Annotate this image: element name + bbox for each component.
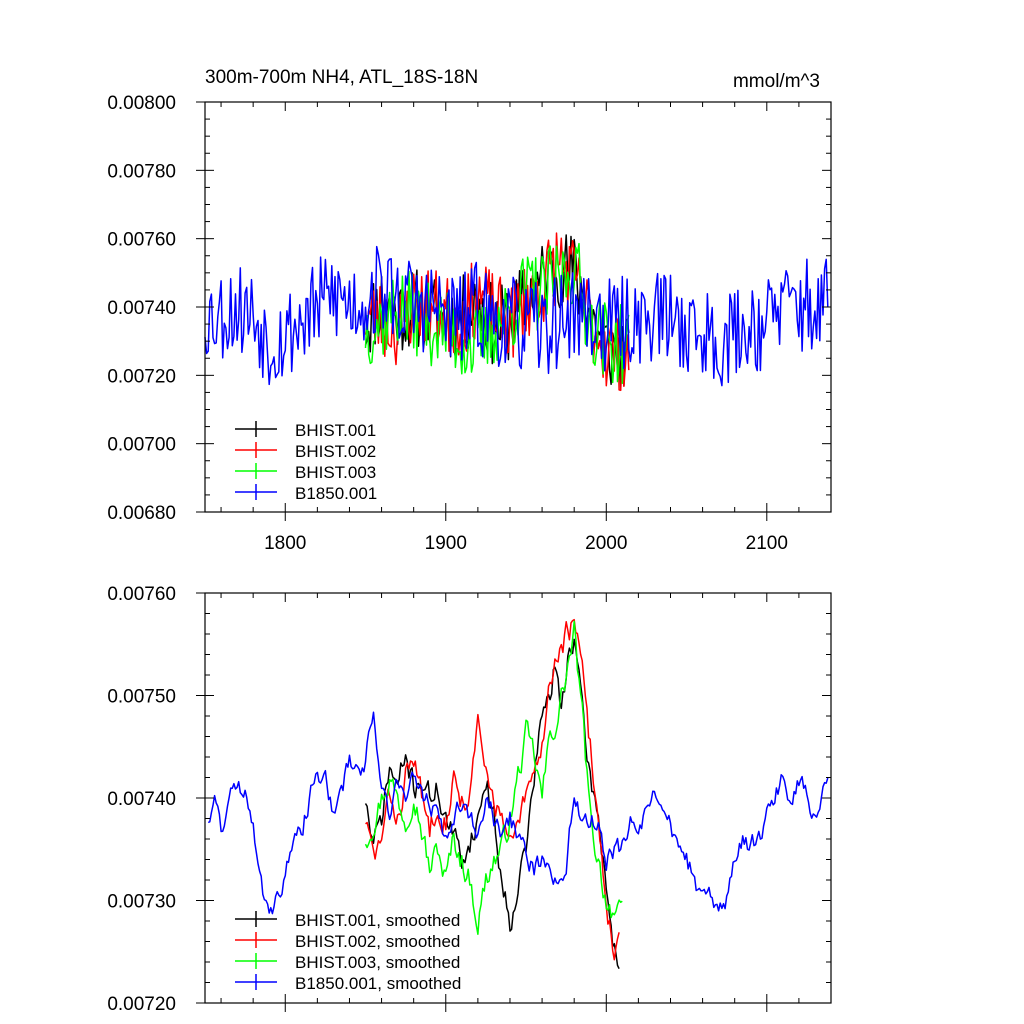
- series-line-bottom-3: [207, 711, 829, 915]
- top-chart-units: mmol/m^3: [733, 71, 820, 92]
- y-tick-label: 0.00740: [107, 789, 176, 810]
- top-chart-ticks: 1800 1900 2000 2100 0.00680 0.00700 0.00720 0.0…: [107, 93, 831, 554]
- y-tick-label: 0.00800: [107, 93, 176, 114]
- series-line-bottom-2: [364, 620, 623, 935]
- x-tick-label: 1800: [264, 533, 306, 554]
- top-chart-legend: BHIST.001 BHIST.002 BHIST.003 B1850.001: [235, 421, 377, 503]
- legend-label: BHIST.002: [295, 442, 376, 461]
- top-chart-title: 300m-700m NH4, ATL_18S-18N: [205, 67, 478, 88]
- legend-label: BHIST.001: [295, 421, 376, 440]
- top-chart-panel: 300m-700m NH4, ATL_18S-18N mmol/m^3 1800…: [107, 67, 832, 554]
- y-tick-label: 0.00720: [107, 366, 176, 387]
- legend-label: BHIST.003: [295, 463, 376, 482]
- legend-label: B1850.001: [295, 484, 377, 503]
- y-tick-label: 0.00680: [107, 503, 176, 524]
- bottom-chart-legend: BHIST.001, smoothed BHIST.002, smoothed BH…: [235, 911, 461, 993]
- y-tick-label: 0.00760: [107, 230, 176, 251]
- x-tick-label: 2000: [585, 533, 627, 554]
- y-tick-label: 0.00720: [107, 994, 176, 1015]
- series-line-top-2: [364, 242, 630, 385]
- legend-label: BHIST.003, smoothed: [295, 953, 460, 972]
- y-tick-label: 0.00780: [107, 161, 176, 182]
- y-tick-label: 0.00750: [107, 687, 176, 708]
- y-tick-label: 0.00760: [107, 584, 176, 605]
- x-tick-label: 1900: [425, 533, 467, 554]
- bottom-chart-series-group: [207, 618, 829, 970]
- series-line-top-3: [204, 245, 829, 387]
- y-tick-label: 0.00730: [107, 892, 176, 913]
- legend-label: BHIST.001, smoothed: [295, 911, 460, 930]
- legend-label: BHIST.002, smoothed: [295, 932, 460, 951]
- y-tick-label: 0.00700: [107, 435, 176, 456]
- top-chart-series-group: [204, 232, 829, 392]
- y-tick-label: 0.00740: [107, 298, 176, 319]
- bottom-chart-panel: 0.00720 0.00730 0.00740 0.00750 0.00760 BHIS…: [107, 584, 832, 1015]
- bottom-chart-ticks: 0.00720 0.00730 0.00740 0.00750 0.00760: [107, 584, 831, 1015]
- legend-label: B1850.001, smoothed: [295, 974, 461, 993]
- series-line-bottom-1: [365, 618, 620, 961]
- x-tick-label: 2100: [746, 533, 788, 554]
